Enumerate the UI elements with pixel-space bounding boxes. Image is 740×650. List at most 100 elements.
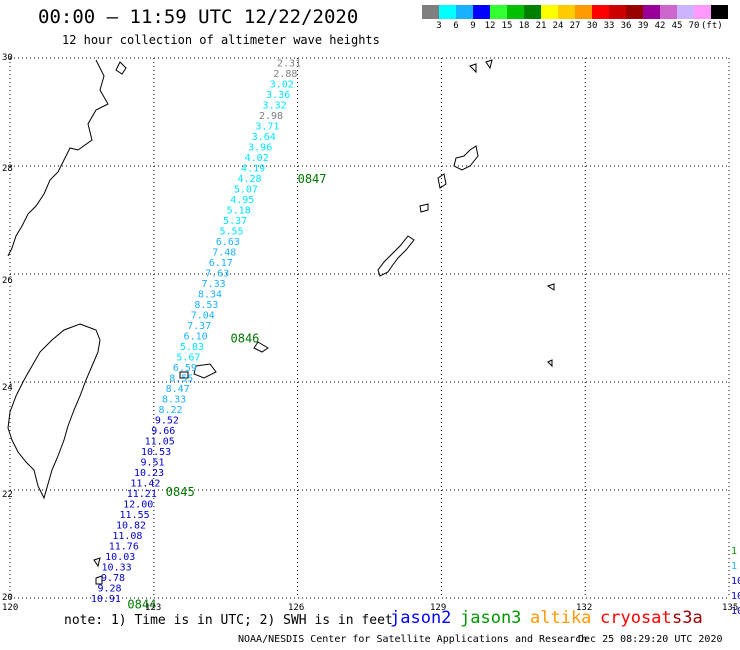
color-legend-label: 18 (518, 21, 530, 31)
time-label: 0845 (166, 485, 195, 499)
color-legend-label: (ft) (701, 21, 723, 31)
color-swatch (677, 5, 694, 19)
wave-height-label: 2.31 (277, 58, 301, 69)
wave-height-label: 11.55 (120, 510, 150, 521)
wave-height-label: 9.51 (140, 458, 164, 469)
wave-height-label: 5.18 (227, 205, 251, 216)
lon-label: 120 (2, 603, 19, 613)
color-swatch (490, 5, 507, 19)
color-swatch (422, 5, 439, 19)
color-legend-label: 6 (453, 21, 459, 31)
wave-height-label: 6.10 (184, 331, 208, 342)
small-island (93, 557, 101, 568)
color-legend-label: 45 (671, 21, 683, 31)
wave-height-label: 8.22 (158, 405, 182, 416)
wave-height-label: 5.37 (223, 216, 247, 227)
wave-height-label: 2.88 (273, 69, 297, 80)
color-legend-label: 9 (470, 21, 476, 31)
edge-value: 10 (731, 606, 740, 617)
color-legend-labels: 3 6 9 12 15 18 21 24 27 30 33 36 39 42 45 70 (ft) (422, 21, 740, 33)
color-swatch (609, 5, 626, 19)
coastlines (7, 59, 555, 585)
color-swatch (558, 5, 575, 19)
wave-height-label: 8.47 (166, 384, 190, 395)
wave-height-label: 9.52 (155, 415, 179, 426)
miyako-island (253, 341, 269, 353)
wave-height-label: 4.19 (241, 163, 265, 174)
wave-height-label: 9.28 (97, 584, 121, 595)
wave-height-label: 4.28 (237, 174, 261, 185)
time-label: 0846 (231, 332, 260, 346)
color-swatch (507, 5, 524, 19)
wave-height-label: 11.76 (109, 542, 139, 553)
small-island (179, 371, 189, 379)
wave-height-label: 10.03 (105, 552, 135, 563)
page-title: 00:00 – 11:59 UTC 12/22/2020 (38, 6, 359, 28)
edge-value: 10 (731, 591, 740, 602)
wave-height-label: 3.36 (266, 90, 290, 101)
wave-height-label: 3.96 (248, 142, 272, 153)
japan-coastline (115, 61, 127, 75)
edge-track-values: 1 1 10 10 10 (731, 546, 740, 617)
color-legend-label: 24 (552, 21, 564, 31)
small-island (95, 575, 103, 585)
lat-label: 28 (2, 164, 13, 174)
color-swatch (541, 5, 558, 19)
color-swatch (626, 5, 643, 19)
color-legend-label: 15 (501, 21, 513, 31)
edge-value: 10 (731, 576, 740, 587)
small-island (547, 359, 553, 368)
page-subtitle: 12 hour collection of altimeter wave hei… (62, 33, 380, 47)
color-legend-label: 21 (535, 21, 547, 31)
time-labels: 0847 0846 0845 0844 (127, 172, 326, 612)
time-label: 0847 (298, 172, 327, 186)
wave-height-label: 4.95 (230, 195, 254, 206)
wave-height-label: 10.33 (102, 563, 132, 574)
wave-height-label: 9.66 (151, 426, 175, 437)
wave-height-label: 10.91 (91, 594, 121, 605)
wave-height-label: 8.55 (169, 373, 193, 384)
wave-height-label: 10.53 (141, 447, 171, 458)
color-legend (422, 5, 728, 19)
wave-height-label: 3.64 (252, 132, 276, 143)
wave-height-label: 8.34 (198, 289, 222, 300)
color-swatch (524, 5, 541, 19)
color-swatch (456, 5, 473, 19)
lat-label: 20 (2, 593, 13, 603)
color-swatch (439, 5, 456, 19)
lat-label: 24 (2, 383, 13, 393)
lon-label: 126 (288, 603, 305, 613)
legend-cryosat: cryosat (600, 608, 672, 628)
wave-height-label: 11.42 (130, 479, 160, 490)
map-grid (9, 57, 730, 599)
lon-label: 129 (430, 603, 447, 613)
wave-height-label: 7.04 (191, 310, 215, 321)
lon-label: 123 (145, 603, 162, 613)
legend-s3a: s3a (672, 608, 703, 628)
legend-altika: altika (530, 608, 592, 628)
lat-label: 30 (2, 53, 13, 63)
wave-height-label: 11.08 (112, 531, 142, 542)
wave-height-label: 6.17 (209, 258, 233, 269)
color-legend-label: 27 (569, 21, 581, 31)
small-island (419, 203, 429, 213)
lon-label: 135 (722, 603, 739, 613)
wave-height-label: 10.82 (116, 521, 146, 532)
wave-height-label: 9.78 (101, 573, 125, 584)
wave-height-label: 5.67 (176, 352, 200, 363)
small-island (546, 283, 555, 291)
wave-height-label: 5.83 (180, 342, 204, 353)
color-swatch (592, 5, 609, 19)
wave-height-label: 11.21 (127, 489, 157, 500)
wave-height-label: 7.33 (202, 279, 226, 290)
taiwan-coastline (7, 323, 101, 500)
small-island (485, 59, 493, 70)
wave-height-label: 3.32 (263, 100, 287, 111)
color-legend-label: 12 (484, 21, 496, 31)
wave-height-label: 7.48 (212, 247, 236, 258)
color-legend-label: 70 (688, 21, 700, 31)
color-swatch (643, 5, 660, 19)
wave-height-label: 8.53 (194, 300, 218, 311)
wave-height-label: 7.37 (187, 321, 211, 332)
